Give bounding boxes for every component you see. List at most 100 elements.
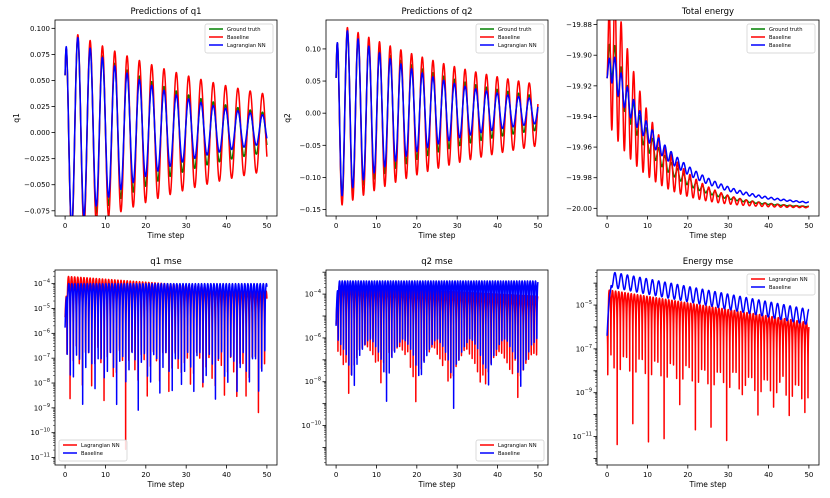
legend-label: Baseline [498, 35, 520, 41]
chart-title: q1 mse [150, 257, 181, 267]
legend-label: Lagrangian NN [769, 277, 808, 283]
series-line-baseline [606, 56, 810, 204]
x-tick-label: 30 [182, 471, 191, 479]
x-tick-label: 40 [764, 222, 773, 230]
legend-label: Baseline [769, 35, 791, 41]
y-tick-label: −19.98 [566, 174, 592, 182]
plot-frame [596, 19, 820, 217]
x-tick-label: 40 [222, 222, 231, 230]
y-tick-label: 10−11 [31, 453, 50, 463]
x-tick-label: 10 [101, 471, 110, 479]
y-tick-label: 10−10 [302, 421, 321, 431]
x-tick-label: 0 [63, 471, 67, 479]
x-tick-label: 50 [262, 222, 271, 230]
y-tick-label: 10−6 [34, 328, 50, 338]
y-tick-label: 10−10 [31, 428, 50, 438]
y-tick-label: 10−5 [34, 304, 50, 314]
x-tick-label: 0 [605, 471, 609, 479]
legend-label: Ground truth [227, 27, 261, 33]
y-tick-label: 0.000 [30, 129, 50, 137]
y-tick-label: 10−4 [34, 279, 50, 289]
y-tick-label: 10−7 [576, 344, 592, 354]
x-axis-label: Time step [147, 231, 185, 240]
legend: Ground truth Baseline Lagrangian NN [204, 23, 274, 54]
x-tick-label: 0 [334, 471, 338, 479]
x-tick-label: 0 [334, 222, 338, 230]
legend-label: Baseline [769, 43, 791, 49]
legend-label: Lagrangian NN [227, 43, 266, 49]
y-tick-label: −19.96 [566, 144, 592, 152]
x-tick-label: 40 [493, 222, 502, 230]
x-tick-label: 20 [141, 222, 150, 230]
chart-title: Total energy [681, 7, 734, 17]
x-tick-label: 20 [412, 471, 421, 479]
series-line-baseline [606, 20, 810, 209]
chart-pred-q2: 0 10 20 30 40 50 −0.15 −0.10 −0.05 0.00 0.05 0.10 Pr… [283, 7, 549, 240]
chart-title: q2 mse [421, 257, 452, 267]
y-tick-label: 10−8 [305, 377, 321, 387]
legend-label: Lagrangian NN [498, 43, 537, 49]
x-tick-label: 40 [222, 471, 231, 479]
y-tick-label: −19.90 [566, 52, 592, 60]
x-tick-label: 20 [412, 222, 421, 230]
x-tick-label: 20 [141, 471, 150, 479]
y-tick-label: −19.88 [566, 21, 592, 29]
y-tick-label: −0.05 [300, 142, 321, 150]
legend-label: Baseline [81, 451, 103, 457]
x-tick-label: 0 [605, 222, 609, 230]
plot-frame [54, 19, 278, 217]
y-tick-label: −19.94 [566, 113, 592, 121]
chart-pred-q1: 0 10 20 30 40 50 −0.075 −0.050 −0.025 0.000 0.025 0… [12, 7, 278, 240]
x-tick-label: 10 [643, 222, 652, 230]
y-tick-label: 10−5 [576, 300, 592, 310]
y-tick-label: 10−6 [305, 333, 321, 343]
y-tick-label: 0.100 [30, 25, 50, 33]
plot-frame [54, 269, 278, 466]
y-tick-label: 10−11 [573, 432, 592, 442]
legend-label: Lagrangian NN [81, 443, 120, 449]
chart-q2-mse: 0 10 20 30 40 50 10−10 10−8 10−6 10−4 q2 mse Time s… [302, 257, 549, 489]
legend-label: Baseline [227, 35, 249, 41]
y-tick-label: −19.92 [566, 82, 592, 90]
y-tick-label: 10−8 [34, 378, 50, 388]
y-tick-label: 10−7 [34, 353, 50, 363]
y-tick-label: −20.00 [566, 205, 592, 213]
y-tick-label: −0.10 [300, 174, 321, 182]
x-tick-label: 30 [182, 222, 191, 230]
y-tick-label: 10−9 [34, 403, 50, 413]
chart-q1-mse: 0 10 20 30 40 50 10−11 10−10 10−9 10−8 10−7 10−6 10−… [31, 257, 278, 489]
chart-title: Predictions of q2 [401, 7, 472, 17]
y-tick-label: 0.05 [305, 78, 321, 86]
y-tick-label: −0.050 [24, 181, 50, 189]
x-tick-label: 30 [724, 222, 733, 230]
x-axis-label: Time step [689, 480, 727, 489]
plot-frame [325, 269, 549, 466]
y-tick-label: 0.050 [30, 77, 50, 85]
x-axis-label: Time step [147, 480, 185, 489]
y-tick-label: 0.00 [305, 110, 321, 118]
chart-title: Predictions of q1 [130, 7, 201, 17]
y-tick-label: 0.025 [30, 103, 50, 111]
chart-total-energy: 0 10 20 30 40 50 −20.00 −19.98 −19.96 −19.94 −19.9… [566, 7, 820, 240]
x-tick-label: 30 [453, 222, 462, 230]
y-tick-label: 10−9 [576, 388, 592, 398]
x-tick-label: 20 [683, 222, 692, 230]
y-tick-label: −0.15 [300, 206, 321, 214]
series-line-lagrangian-nn [335, 30, 539, 197]
x-tick-label: 50 [804, 471, 813, 479]
chart-energy-mse: 0 10 20 30 40 50 10−11 10−9 10−7 10−5 Energy mse Ti… [573, 257, 820, 489]
x-tick-label: 50 [533, 222, 542, 230]
x-tick-label: 10 [101, 222, 110, 230]
x-tick-label: 0 [63, 222, 67, 230]
plot-frame [325, 19, 549, 217]
legend: Ground truth Baseline Lagrangian NN [475, 23, 545, 54]
x-axis-label: Time step [418, 231, 456, 240]
legend: Lagrangian NN Baseline [58, 439, 128, 462]
series-line-baseline [606, 271, 810, 336]
y-tick-label: 10−4 [305, 289, 321, 299]
legend-label: Ground truth [498, 27, 532, 33]
series-line-baseline [335, 280, 539, 410]
x-axis-label: Time step [418, 480, 456, 489]
y-tick-label: 0.075 [30, 51, 50, 59]
